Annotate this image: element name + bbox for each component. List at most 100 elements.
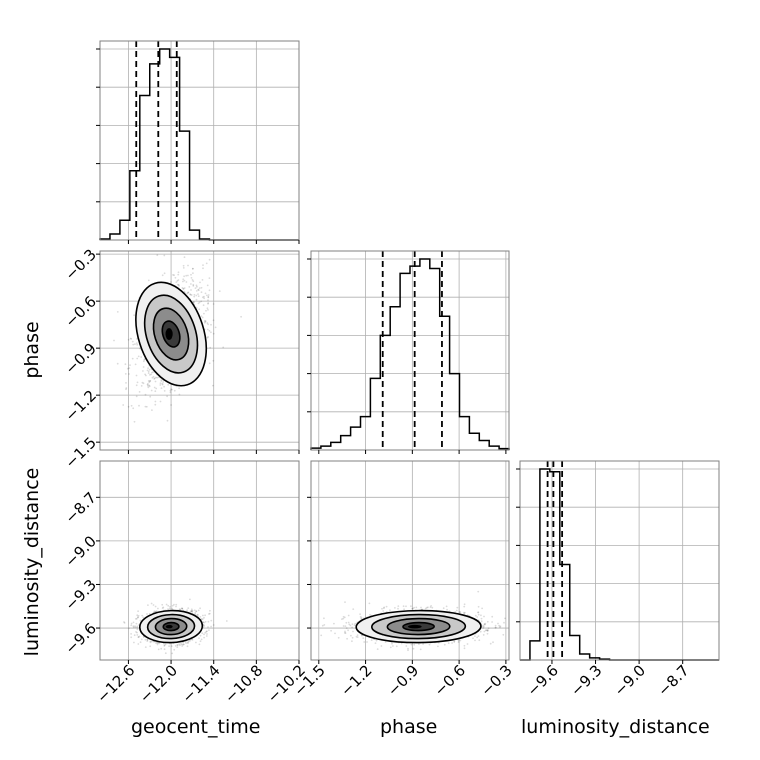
scatter-geocent-time-vs-phase-point [155, 376, 157, 379]
scatter-phase-vs-luminosity-distance-point [492, 641, 494, 644]
scatter-geocent-time-vs-phase-point [144, 373, 147, 376]
scatter-geocent-time-vs-luminosity-distance-point [153, 610, 156, 613]
scatter-phase-vs-luminosity-distance-point [474, 639, 476, 642]
scatter-geocent-time-vs-phase-point [206, 336, 209, 339]
scatter-geocent-time-vs-luminosity-distance-point [137, 636, 140, 638]
scatter-phase-vs-luminosity-distance-point [344, 632, 347, 634]
scatter-phase-vs-luminosity-distance-point [369, 613, 371, 616]
scatter-geocent-time-vs-luminosity-distance-point [180, 643, 182, 645]
scatter-geocent-time-vs-phase-point [154, 403, 157, 406]
scatter-geocent-time-vs-luminosity-distance-point [189, 639, 191, 642]
scatter-geocent-time-vs-phase-point [206, 322, 209, 324]
scatter-geocent-time-vs-phase-point [190, 294, 193, 296]
scatter-geocent-time-vs-luminosity-distance-point [190, 608, 193, 611]
scatter-geocent-time-vs-luminosity-distance-point [164, 643, 167, 646]
scatter-geocent-time-vs-phase-point [206, 328, 209, 331]
scatter-phase-vs-luminosity-distance-point [395, 645, 398, 648]
scatter-geocent-time-vs-phase-point [189, 293, 192, 296]
scatter-geocent-time-vs-phase-point [192, 301, 195, 303]
scatter-geocent-time-vs-luminosity-distance-point [187, 640, 190, 643]
scatter-geocent-time-vs-luminosity-distance-point [173, 603, 175, 606]
scatter-geocent-time-vs-luminosity-distance-point [164, 652, 167, 655]
scatter-geocent-time-vs-phase-point [154, 380, 157, 383]
scatter-geocent-time-vs-luminosity-distance-point [132, 621, 135, 624]
scatter-geocent-time-vs-phase-point [205, 309, 207, 312]
scatter-phase-vs-luminosity-distance-point [407, 647, 409, 650]
scatter-geocent-time-vs-luminosity-distance-point [150, 640, 153, 643]
scatter-phase-vs-luminosity-distance-point [478, 639, 481, 642]
scatter-geocent-time-vs-phase-point [154, 400, 157, 403]
scatter-geocent-time-vs-phase-point [192, 267, 194, 270]
scatter-geocent-time-vs-phase-point [202, 304, 205, 307]
scatter-geocent-time-vs-phase-point [153, 386, 156, 389]
y-tick-label-phase: −0.9 [62, 339, 100, 377]
scatter-geocent-time-vs-luminosity-distance-point [134, 625, 136, 627]
scatter-geocent-time-vs-phase-point [153, 378, 156, 380]
scatter-phase-vs-luminosity-distance-point [368, 602, 371, 605]
scatter-geocent-time-vs-luminosity-distance-point [135, 631, 137, 633]
scatter-geocent-time-vs-luminosity-distance-point [193, 609, 196, 612]
scatter-geocent-time-vs-luminosity-distance-point [137, 610, 140, 613]
scatter-phase-vs-luminosity-distance-point [477, 613, 480, 616]
scatter-geocent-time-vs-phase-point [145, 374, 147, 377]
scatter-geocent-time-vs-phase-point [125, 382, 127, 384]
scatter-geocent-time-vs-phase-point [136, 381, 139, 384]
scatter-geocent-time-vs-phase-point [131, 340, 134, 343]
scatter-geocent-time-vs-luminosity-distance-point [137, 614, 140, 617]
scatter-geocent-time-vs-luminosity-distance-point [149, 641, 152, 644]
scatter-geocent-time-vs-phase-point [155, 387, 158, 390]
scatter-geocent-time-vs-phase-point [116, 311, 119, 313]
scatter-geocent-time-vs-luminosity-distance-point [198, 637, 200, 639]
scatter-geocent-time-vs-phase-point [212, 384, 214, 387]
scatter-geocent-time-vs-luminosity-distance-point [181, 608, 184, 610]
scatter-phase-vs-luminosity-distance-point [419, 648, 422, 651]
scatter-geocent-time-vs-phase-point [171, 388, 173, 391]
scatter-phase-vs-luminosity-distance-point [380, 645, 383, 647]
scatter-geocent-time-vs-phase-point [136, 338, 138, 340]
scatter-geocent-time-vs-phase-point [135, 384, 138, 387]
scatter-geocent-time-vs-phase-point [147, 372, 150, 374]
scatter-geocent-time-vs-phase-point [201, 279, 204, 281]
scatter-geocent-time-vs-luminosity-distance-point [155, 610, 158, 612]
scatter-phase-vs-luminosity-distance-point [321, 624, 324, 627]
scatter-phase-vs-luminosity-distance-point [431, 606, 434, 609]
y-tick-label-luminosity-distance: −9.6 [62, 619, 100, 657]
scatter-phase-vs-luminosity-distance-point [376, 648, 379, 650]
scatter-geocent-time-vs-luminosity-distance-point [146, 640, 149, 642]
scatter-geocent-time-vs-phase-point [161, 383, 164, 386]
scatter-geocent-time-vs-phase-point [212, 319, 215, 322]
scatter-geocent-time-vs-luminosity-distance-point [203, 636, 206, 639]
scatter-phase-vs-luminosity-distance-point [337, 636, 340, 639]
scatter-geocent-time-vs-phase-point [195, 284, 198, 287]
scatter-phase-vs-luminosity-distance-point [389, 646, 392, 649]
scatter-geocent-time-vs-phase-point [152, 371, 155, 373]
scatter-geocent-time-vs-phase-point [150, 389, 153, 392]
scatter-phase-vs-luminosity-distance-point [351, 626, 353, 629]
scatter-geocent-time-vs-luminosity-distance-point [157, 607, 159, 610]
scatter-phase-vs-luminosity-distance-point [356, 636, 359, 638]
x-tick-label-phase: −1.2 [337, 661, 375, 699]
scatter-geocent-time-vs-phase-point [131, 357, 134, 360]
scatter-phase-vs-luminosity-distance-point [410, 605, 412, 608]
scatter-geocent-time-vs-phase-point [172, 274, 174, 276]
scatter-geocent-time-vs-luminosity-distance-contour-line [162, 621, 180, 632]
scatter-geocent-time-vs-phase-point [178, 393, 181, 396]
scatter-phase-vs-luminosity-distance-point [458, 611, 461, 613]
scatter-geocent-time-vs-phase-point [129, 364, 131, 366]
scatter-geocent-time-vs-phase-contour-line [152, 307, 190, 361]
x-tick-label-geocent-time: −12.0 [136, 661, 181, 706]
scatter-geocent-time-vs-luminosity-distance-point [142, 616, 145, 619]
scatter-phase-vs-luminosity-distance-point [479, 630, 482, 633]
scatter-phase-vs-luminosity-distance-point [422, 643, 424, 645]
scatter-phase-vs-luminosity-distance-point [323, 617, 325, 620]
scatter-geocent-time-vs-luminosity-distance-point [189, 598, 191, 601]
scatter-geocent-time-vs-luminosity-distance-point [195, 610, 198, 612]
scatter-geocent-time-vs-phase-point [198, 287, 201, 289]
scatter-phase-vs-luminosity-distance-point [344, 631, 346, 634]
scatter-geocent-time-vs-phase-point [154, 390, 157, 393]
scatter-phase-vs-luminosity-distance-point [413, 606, 415, 609]
scatter-geocent-time-vs-phase-point [197, 293, 199, 295]
scatter-geocent-time-vs-luminosity-distance-point [146, 639, 149, 641]
scatter-geocent-time-vs-luminosity-distance-point [136, 628, 139, 631]
scatter-geocent-time-vs-luminosity-distance-point [176, 644, 179, 647]
